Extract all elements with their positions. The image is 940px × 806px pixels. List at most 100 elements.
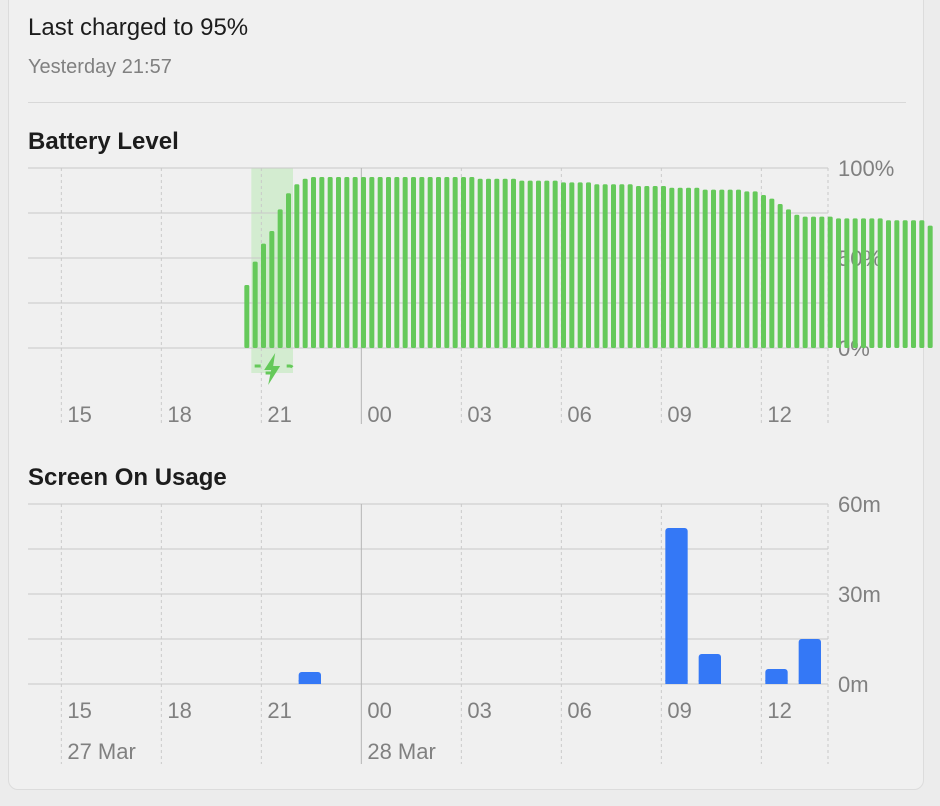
last-charged-label: Last charged to 95%: [28, 14, 249, 41]
screen-usage-bar: [698, 654, 721, 684]
usage-x-tick-label: 15: [67, 698, 91, 723]
usage-y-tick-label: 0m: [838, 672, 869, 697]
battery-level-bar: [644, 186, 650, 348]
battery-level-bar: [527, 180, 533, 348]
battery-level-bar: [277, 209, 283, 348]
battery-level-bar: [694, 187, 700, 348]
battery-level-bar: [436, 177, 441, 348]
battery-x-tick-label: 03: [467, 402, 491, 427]
battery-level-bar: [852, 218, 858, 348]
battery-level-bar: [652, 186, 658, 348]
battery-level-bar: [894, 220, 900, 348]
battery-level-bar: [386, 177, 391, 348]
battery-level-bar: [444, 177, 450, 348]
battery-level-bar: [777, 204, 783, 348]
battery-level-bar: [919, 220, 925, 348]
usage-x-tick-label: 03: [467, 698, 491, 723]
battery-level-bar: [511, 178, 516, 348]
battery-level-bar: [519, 180, 525, 348]
battery-level-bar: [719, 189, 725, 348]
battery-x-tick-label: 21: [267, 402, 291, 427]
battery-level-bar: [911, 220, 916, 348]
battery-level-bar: [561, 182, 566, 348]
battery-level-bar: [744, 191, 750, 348]
battery-level-bar: [302, 178, 308, 348]
battery-level-bar: [394, 177, 400, 348]
screen-usage-bar-base: [665, 680, 688, 684]
screen-on-usage-title: Screen On Usage: [28, 464, 227, 491]
usage-x-tick-label: 18: [167, 698, 191, 723]
screen-usage-bar-base: [298, 680, 321, 684]
screen-usage-bar: [665, 528, 688, 684]
last-charged-time: Yesterday 21:57: [28, 56, 172, 78]
battery-level-bar: [836, 218, 841, 348]
battery-level-chart[interactable]: 100%50%0%15 18 21 00 03 06 09 12: [0, 0, 940, 440]
battery-level-bar: [827, 216, 833, 348]
battery-level-bar: [686, 187, 691, 348]
battery-level-bar: [861, 218, 866, 348]
screen-usage-bar-base: [798, 680, 821, 684]
battery-level-bar: [419, 177, 425, 348]
battery-level-bar: [294, 184, 300, 348]
lightning-bolt-icon: [264, 353, 281, 385]
usage-date-label: 27 Mar: [67, 739, 135, 764]
section-divider: [28, 102, 906, 103]
battery-level-bar: [619, 184, 625, 348]
battery-level-bar: [677, 187, 683, 348]
battery-level-bar: [802, 216, 808, 348]
battery-level-bar: [761, 195, 766, 348]
battery-x-tick-label: 06: [567, 402, 591, 427]
battery-level-bar: [361, 177, 366, 348]
battery-level-bar: [586, 182, 591, 348]
battery-level-bar: [311, 177, 316, 348]
battery-level-bar: [327, 177, 333, 348]
battery-level-bar: [336, 177, 341, 348]
battery-level-bar: [886, 220, 891, 348]
battery-level-bar: [544, 180, 550, 348]
battery-level-bar: [627, 184, 633, 348]
battery-level-bar: [452, 177, 458, 348]
battery-level-bar: [569, 182, 575, 348]
battery-level-bar: [352, 177, 358, 348]
battery-level-bar: [502, 178, 508, 348]
battery-level-bar: [602, 184, 608, 348]
usage-x-tick-label: 06: [567, 698, 591, 723]
battery-level-bar: [669, 187, 675, 348]
battery-level-bar: [477, 178, 483, 348]
battery-level-title: Battery Level: [28, 128, 179, 155]
usage-x-tick-label: 09: [667, 698, 691, 723]
battery-level-bar: [411, 177, 416, 348]
battery-level-bar: [427, 177, 433, 348]
battery-level-bar: [536, 180, 541, 348]
battery-level-bar: [261, 243, 266, 348]
battery-level-bar: [811, 216, 816, 348]
battery-level-bar: [927, 225, 933, 348]
battery-level-bar: [377, 177, 383, 348]
battery-level-bar: [319, 177, 325, 348]
usage-x-tick-label: 12: [767, 698, 791, 723]
battery-level-bar: [711, 189, 716, 348]
battery-level-bar: [552, 180, 558, 348]
battery-level-bar: [769, 198, 775, 348]
battery-level-bar: [244, 285, 250, 348]
battery-level-bar: [752, 191, 758, 348]
battery-level-bar: [369, 177, 375, 348]
battery-x-tick-label: 12: [767, 402, 791, 427]
battery-x-tick-label: 09: [667, 402, 691, 427]
screen-usage-bar-base: [698, 680, 721, 684]
battery-level-bar: [636, 186, 641, 348]
battery-level-bar: [494, 178, 500, 348]
usage-x-tick-label: 21: [267, 698, 291, 723]
battery-level-bar: [819, 216, 825, 348]
battery-level-bar: [344, 177, 350, 348]
battery-level-bar: [661, 186, 666, 348]
usage-y-tick-label: 60m: [838, 492, 881, 517]
battery-level-bar: [877, 218, 883, 348]
battery-level-bar: [469, 177, 475, 348]
battery-level-bar: [794, 214, 800, 348]
battery-level-bar: [702, 189, 708, 348]
battery-level-bar: [844, 218, 850, 348]
battery-level-bar: [252, 261, 258, 348]
screen-usage-bar-base: [765, 680, 788, 684]
